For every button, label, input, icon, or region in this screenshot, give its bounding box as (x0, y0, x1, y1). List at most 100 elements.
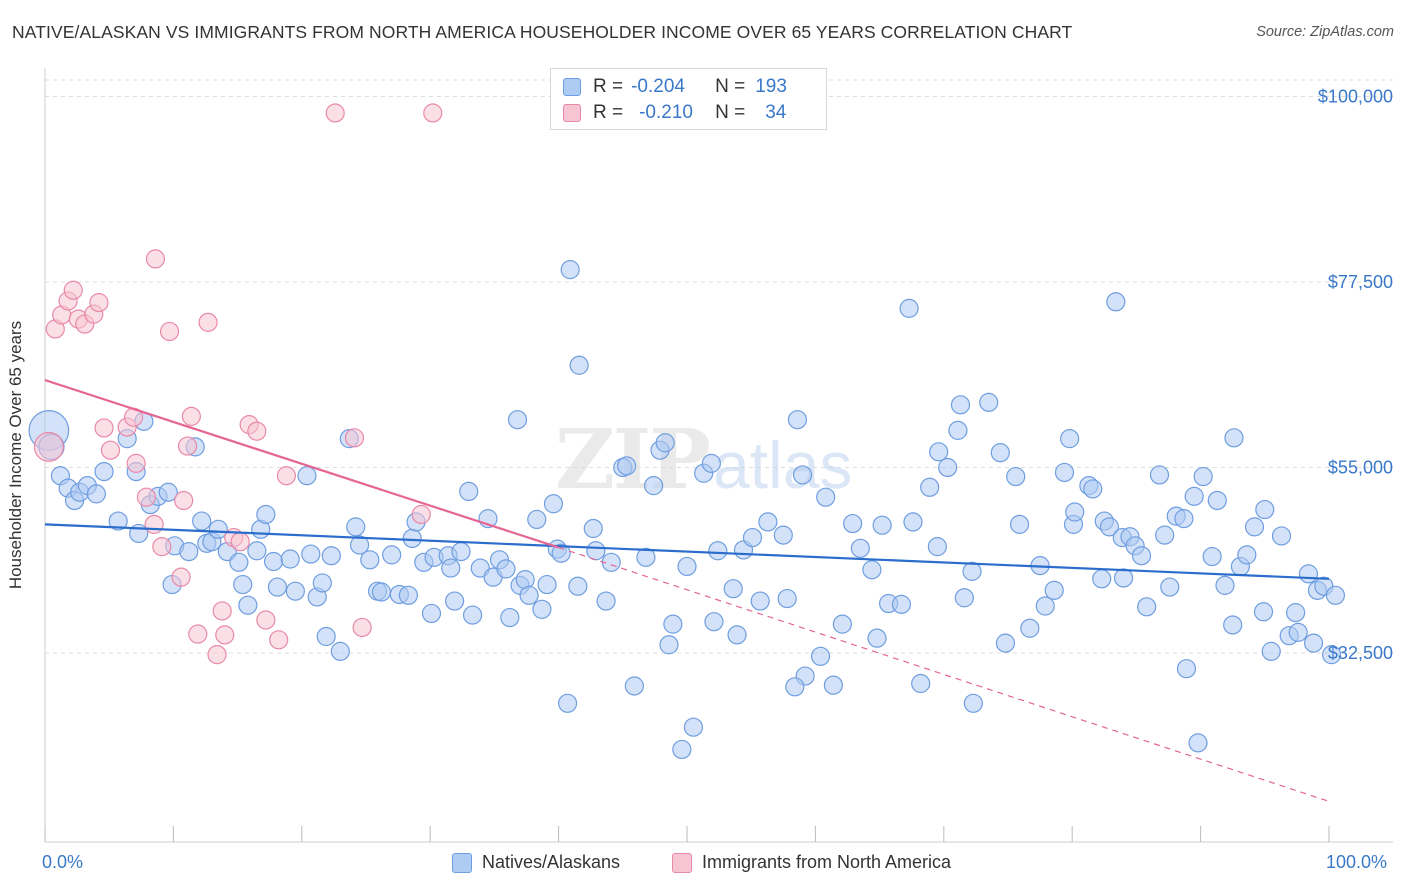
point-natives (1286, 603, 1306, 623)
point-natives (451, 541, 471, 562)
point-natives (750, 591, 770, 611)
point-natives (1174, 509, 1194, 529)
point-natives (312, 573, 332, 593)
point-natives (527, 509, 547, 530)
point-immigrants (344, 428, 365, 448)
point-natives (500, 607, 520, 628)
point-natives (371, 582, 392, 602)
point-immigrants (207, 645, 227, 665)
point-natives (1083, 479, 1103, 499)
point-natives (624, 676, 644, 696)
point-natives (557, 693, 578, 713)
point-natives (683, 717, 704, 737)
point-natives (948, 420, 968, 440)
point-natives (644, 476, 664, 496)
point-natives (832, 614, 852, 634)
point-natives (655, 433, 675, 453)
point-natives (515, 570, 535, 590)
point-natives (316, 626, 336, 647)
point-natives (1176, 659, 1197, 679)
legend-n-value-natives: 193 (755, 76, 787, 97)
point-natives (911, 673, 931, 694)
point-natives (872, 515, 892, 535)
point-immigrants (215, 625, 235, 645)
point-natives (1188, 733, 1208, 753)
legend-n-label: N = (715, 102, 746, 123)
point-immigrants (171, 567, 191, 587)
point-natives (519, 585, 539, 605)
point-natives (398, 585, 418, 605)
point-immigrants (177, 436, 198, 456)
y-tick-label: $100,000 (1318, 86, 1393, 106)
point-natives (256, 504, 276, 525)
point-natives (727, 625, 747, 645)
point-natives (349, 535, 370, 555)
legend-r-label: R = (593, 102, 624, 123)
point-natives (1202, 546, 1222, 567)
point-natives (330, 641, 350, 661)
point-natives (1215, 575, 1235, 595)
point-immigrants (33, 431, 64, 462)
point-natives (267, 577, 288, 597)
point-natives (1044, 580, 1064, 600)
point-natives (537, 574, 557, 595)
point-natives (86, 484, 106, 504)
source-label: Source: ZipAtlas.com (1256, 24, 1394, 40)
point-natives (704, 612, 724, 632)
point-natives (1244, 517, 1265, 537)
point-natives (672, 739, 692, 760)
point-natives (979, 392, 999, 412)
series-natives-points (28, 260, 1346, 760)
point-immigrants (89, 293, 109, 313)
legend-r-value-immigrants: -0.210 (639, 102, 693, 123)
point-natives (777, 588, 797, 609)
legend-row-natives: R = -0.204 N = 193 (563, 75, 787, 99)
point-immigrants (100, 440, 121, 460)
point-natives (382, 545, 402, 565)
point-natives (229, 552, 249, 572)
point-natives (402, 528, 422, 549)
point-natives (568, 576, 588, 596)
point-natives (360, 550, 380, 570)
point-natives (843, 513, 863, 534)
legend: R = -0.204 N = 193 R = -0.210 N = 34 (550, 68, 827, 130)
bottom-legend-natives: Natives/Alaskans (452, 852, 620, 873)
point-natives (891, 594, 912, 614)
point-natives (787, 410, 808, 430)
legend-n-label: N = (715, 76, 746, 97)
point-natives (1009, 514, 1030, 534)
point-natives (1261, 641, 1281, 661)
bottom-legend-label-immigrants: Immigrants from North America (702, 852, 952, 872)
point-natives (1160, 577, 1180, 597)
point-natives (1065, 502, 1085, 522)
point-natives (723, 579, 743, 599)
legend-n-value-immigrants: 34 (765, 102, 787, 123)
legend-r-label: R = (593, 76, 624, 97)
point-immigrants (423, 103, 443, 123)
y-axis-label: Householder Income Over 65 years (6, 320, 25, 590)
point-natives (263, 551, 284, 572)
point-natives (1035, 596, 1055, 616)
point-natives (321, 546, 341, 566)
point-natives (459, 481, 479, 502)
point-immigrants (411, 504, 431, 525)
point-natives (297, 466, 317, 486)
point-natives (617, 456, 637, 476)
point-natives (560, 260, 580, 280)
point-natives (677, 556, 697, 577)
point-natives (954, 588, 974, 608)
point-natives (1271, 526, 1292, 546)
point-immigrants (188, 624, 208, 644)
point-natives (1298, 564, 1319, 584)
point-immigrants (181, 406, 201, 426)
point-natives (1060, 429, 1080, 449)
point-natives (569, 355, 589, 375)
trend-line-immigrants (44, 379, 559, 549)
y-tick-label: $32,500 (1328, 643, 1393, 663)
point-immigrants (325, 103, 345, 123)
point-immigrants (144, 514, 164, 534)
point-natives (583, 518, 603, 539)
legend-swatch-immigrants (563, 104, 581, 122)
trend-line-natives (44, 523, 1330, 580)
